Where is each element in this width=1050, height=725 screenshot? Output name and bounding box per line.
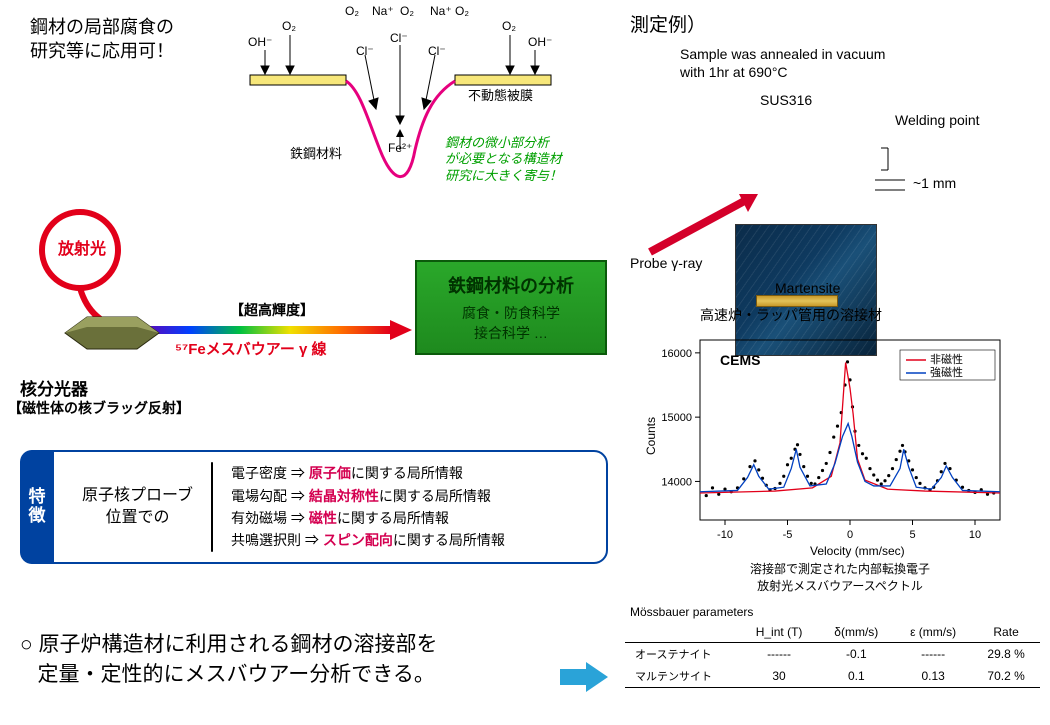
cl-r: Cl⁻: [428, 44, 446, 58]
svg-text:強磁性: 強磁性: [930, 365, 963, 379]
ylabel: Counts: [644, 417, 658, 455]
concl-l2: 定量・定性的にメスバウアー分析できる。: [38, 663, 435, 686]
svg-text:CEMS: CEMS: [720, 352, 760, 368]
headline: 鋼材の局部腐食の 研究等に応用可！: [30, 15, 174, 64]
probe-label: Probe γ-ray: [630, 255, 702, 271]
ion-top-4: Na⁺: [430, 4, 452, 18]
mm-label: ~1 mm: [913, 175, 956, 191]
sus-label: SUS316: [760, 92, 812, 108]
sr-label: 放射光: [58, 235, 106, 259]
brightness-label: 【超高輝度】: [230, 300, 314, 320]
table-title: Mössbauer parameters: [630, 605, 753, 619]
ion-top-1: O₂: [345, 4, 359, 18]
oh-l: OH⁻: [248, 35, 272, 49]
svg-text:非磁性: 非磁性: [930, 352, 963, 366]
o2-l: O₂: [282, 19, 296, 33]
ion-top-2: Na⁺: [372, 4, 394, 18]
svg-text:16000: 16000: [661, 348, 692, 360]
gbox-title: 鉄鋼材料の分析: [431, 272, 591, 298]
gbox-line2: 接合科学 …: [474, 325, 548, 341]
bullet: ○: [20, 633, 33, 656]
measurement-title: 測定例）: [630, 10, 706, 37]
cl-top: Cl⁻: [390, 31, 408, 45]
mono-l2: 【磁性体の核ブラッグ反射】: [8, 398, 190, 418]
svg-text:0: 0: [847, 529, 853, 541]
headline-l1: 鋼材の局部腐食の: [30, 17, 174, 37]
anneal-text: Sample was annealed in vacuum with 1hr a…: [680, 45, 885, 81]
features-tab: 特 徴: [20, 450, 54, 564]
fe2: Fe²⁺: [388, 141, 412, 155]
features-box: 特 徴 原子核プローブ 位置での 電子密度 ⇒ 原子価に関する局所情報 電場勾配…: [20, 450, 608, 564]
arrow-icon: [560, 660, 610, 694]
conclusion: ○ 原子炉構造材に利用される鋼材の溶接部を 定量・定性的にメスバウアー分析できる…: [20, 630, 438, 691]
martensite-label: Martensite: [775, 280, 840, 296]
chart-caption: 溶接部で測定された内部転換電子 放射光メスバウアースペクトル: [700, 560, 980, 594]
headline-l2: 研究等に応用可！: [30, 41, 174, 61]
welding-point: Welding point: [895, 112, 980, 128]
mono-l1: 核分光器: [20, 375, 88, 400]
svg-text:10: 10: [969, 529, 981, 541]
ion-top-5: O₂: [455, 4, 469, 18]
svg-text:5: 5: [909, 529, 915, 541]
sample-caption: 高速炉・ラッパ管用の溶接材: [700, 305, 882, 325]
cl-l: Cl⁻: [356, 44, 374, 58]
concl-l1: 原子炉構造材に利用される鋼材の溶接部を: [39, 633, 438, 656]
sample-annotations: Welding point ~1 mm: [875, 110, 1035, 250]
svg-text:15000: 15000: [661, 412, 692, 424]
mossbauer-table: H_int (T)δ(mm/s)ε (mm/s)Rate オーステナイト----…: [625, 622, 1040, 688]
xlabel: Velocity (mm/sec): [810, 544, 905, 558]
green-note: 鋼材の微小部分析 が必要となる構造材 研究に大きく寄与！: [445, 135, 562, 184]
oh-r: OH⁻: [528, 35, 552, 49]
svg-text:14000: 14000: [661, 476, 692, 488]
svg-text:-10: -10: [717, 529, 733, 541]
mossbauer-label: ⁵⁷Feメスバウアー γ 線: [175, 338, 327, 359]
o2-r: O₂: [502, 19, 516, 33]
cems-chart: -10 -5 0 5 10 14000 15000 16000 CEMS 非磁性強磁性 Count…: [640, 330, 1040, 560]
ion-top-3: O₂: [400, 4, 414, 18]
analysis-box: 鉄鋼材料の分析 腐食・防食科学 接合科学 …: [415, 260, 607, 355]
passive-film-label: 不動態被膜: [468, 88, 533, 103]
gbox-line1: 腐食・防食科学: [462, 305, 560, 321]
steel-label: 鉄鋼材料: [290, 146, 342, 161]
svg-text:-5: -5: [783, 529, 793, 541]
